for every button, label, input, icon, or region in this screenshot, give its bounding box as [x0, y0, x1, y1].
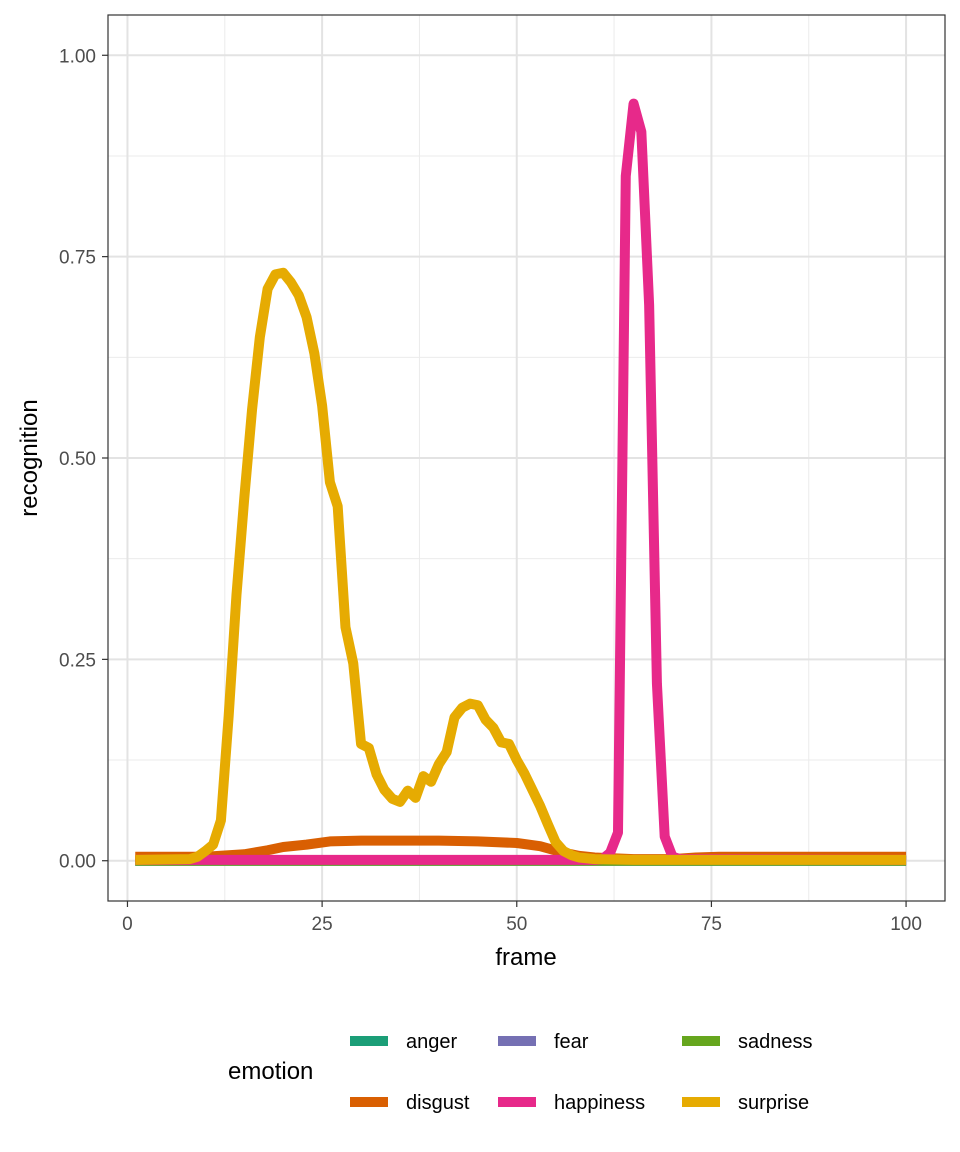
- legend-title: emotion: [228, 1058, 313, 1085]
- legend-label: fear: [554, 1031, 589, 1053]
- legend-item-disgust: disgust: [350, 1092, 470, 1114]
- x-tick-label: 25: [312, 914, 333, 935]
- x-axis-ticks: 0 25 50 75 100: [122, 901, 922, 935]
- y-tick-label: 0.50: [59, 449, 96, 470]
- series-line-surprise: [135, 267, 907, 865]
- legend-label: anger: [406, 1031, 457, 1053]
- x-tick-label: 50: [506, 914, 527, 935]
- y-tick-label: 0.75: [59, 248, 96, 269]
- y-tick-label: 0.00: [59, 852, 96, 873]
- x-tick-label: 0: [122, 914, 133, 935]
- legend-label: happiness: [554, 1092, 645, 1114]
- legend-item-happiness: happiness: [498, 1092, 645, 1114]
- x-axis-title: frame: [495, 944, 556, 971]
- legend-label: surprise: [738, 1092, 809, 1114]
- legend: anger fear sadness disgust happiness surprise: [350, 1031, 813, 1114]
- legend-item-sadness: sadness: [682, 1031, 813, 1053]
- series-lines: [135, 98, 907, 866]
- legend-item-anger: anger: [350, 1031, 457, 1053]
- y-axis-ticks: 0.00 0.25 0.50 0.75 1.00: [59, 46, 108, 873]
- x-tick-label: 75: [701, 914, 722, 935]
- legend-label: disgust: [406, 1092, 470, 1114]
- y-axis-title: recognition: [16, 399, 43, 516]
- x-tick-label: 100: [890, 914, 922, 935]
- y-tick-label: 0.25: [59, 650, 96, 671]
- legend-item-fear: fear: [498, 1031, 589, 1053]
- legend-item-surprise: surprise: [682, 1092, 809, 1114]
- legend-label: sadness: [738, 1031, 813, 1053]
- y-tick-label: 1.00: [59, 46, 96, 67]
